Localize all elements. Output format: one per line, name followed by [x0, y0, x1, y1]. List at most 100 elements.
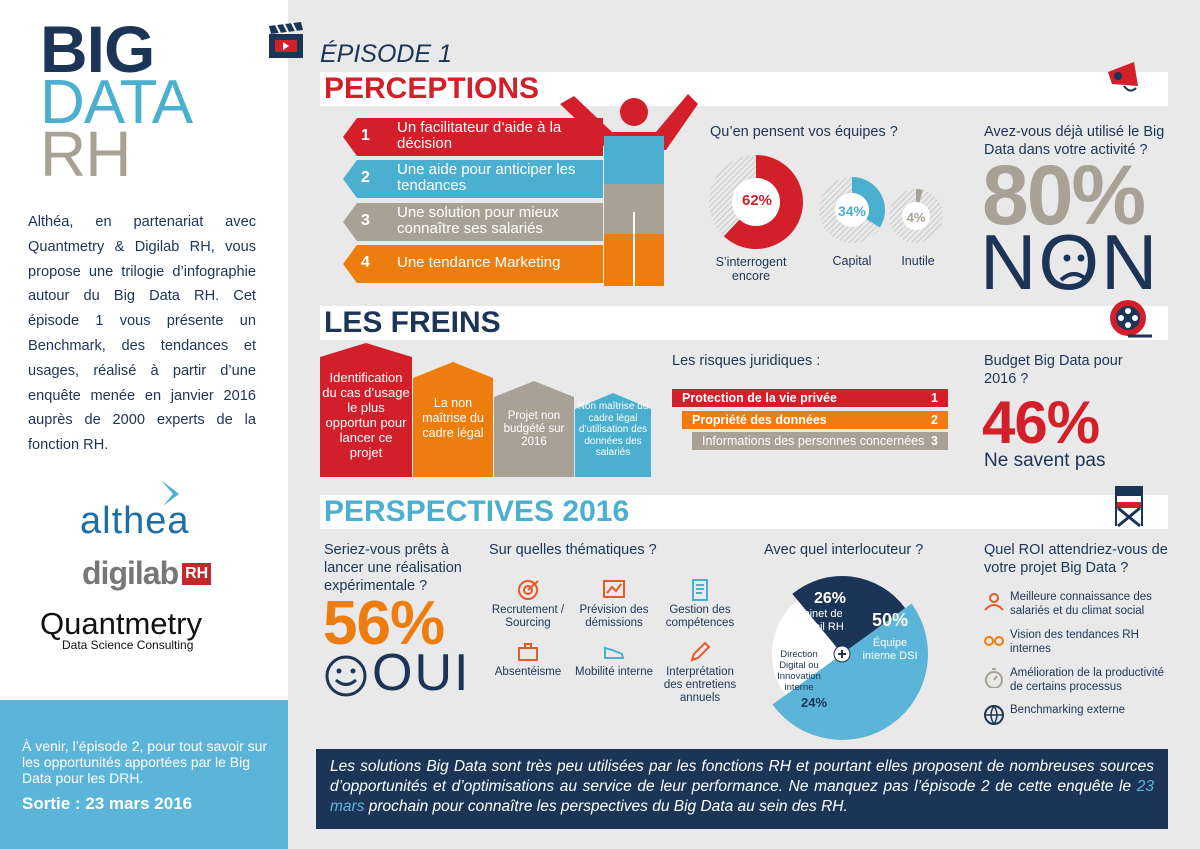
title-rh: RH: [40, 118, 131, 190]
contact-value-2: 50%: [871, 610, 909, 630]
episode-label: ÉPISODE 1: [320, 40, 452, 68]
freins-title: LES FREINS: [324, 306, 501, 339]
ready-answer: OUI: [372, 644, 471, 702]
intro-text: Althéa, en partenariat avec Quantmetry &…: [28, 214, 256, 454]
teams-value-1: 62%: [741, 192, 773, 209]
perceptions-title: PERCEPTIONS: [324, 72, 540, 105]
frein-house-3: [494, 381, 574, 477]
used-question: Avez-vous déjà utilisé le Big Data dans …: [984, 124, 1165, 158]
quote-part2: prochain pour connaître les perspectives…: [364, 798, 848, 815]
risk-2-label: Propriété des données: [692, 413, 827, 427]
perception-item-4: 4 Une tendance Marketing: [343, 245, 603, 283]
plus-icon: [838, 650, 846, 658]
themes-question: Sur quelles thématiques ?: [489, 542, 657, 558]
contact-label-2: Équipe interne DSI: [862, 637, 918, 662]
megaphone-icon: [1108, 62, 1138, 92]
roi-item-3: Amélioration de la productivité de certa…: [982, 666, 1172, 694]
roi-label: Amélioration de la productivité de certa…: [1010, 667, 1165, 693]
donut-4-arc: [916, 189, 923, 203]
used-answer: NON: [980, 218, 1160, 306]
roi-label: Benchmarking externe: [1010, 704, 1126, 716]
ready-question: Seriez-vous prêts à lancer une réalisati…: [324, 542, 462, 594]
roi-label: Vision des tendances RH internes: [1010, 629, 1139, 655]
risk-3: Informations des personnes concernées 3: [692, 432, 948, 450]
quote-part1: Les solutions Big Data sont très peu uti…: [330, 758, 1154, 795]
donut-62-arc: [723, 155, 803, 249]
perception-num: 2: [361, 169, 370, 186]
frein-house-2-label: La non maîtrise du cadre légal: [422, 396, 484, 440]
used-value: 80%: [982, 148, 1146, 242]
target-icon: [518, 580, 539, 600]
budget-question: Budget Big Data pour 2016 ?: [984, 353, 1123, 387]
contact-value-1: 26%: [813, 590, 847, 607]
perspectives-title: PERSPECTIVES 2016: [324, 495, 630, 528]
roi-label: Meilleure connaissance des salariés et d…: [1010, 591, 1152, 617]
risk-2: Propriété des données 2: [682, 411, 948, 429]
contact-label-1: Cabinet de Conseil RH: [788, 608, 844, 633]
director-chair-icon: [1115, 486, 1143, 528]
theme-item-1: Recrutement / Sourcing: [486, 578, 570, 630]
perception-label: Une solution pour mieux connaître ses sa…: [397, 204, 559, 237]
coming-text: À venir, l’épisode 2, pour tout savoir s…: [22, 738, 268, 786]
teams-label-2: Capital: [832, 254, 872, 268]
globe-icon: [984, 705, 1004, 725]
title-big: BIG: [40, 12, 155, 86]
perception-item-2: 2 Une aide pour anticiper les tendances: [343, 160, 603, 198]
theme-label: Mobilité interne: [575, 666, 653, 678]
sad-face-icon: [1059, 254, 1089, 282]
shoe-icon: [604, 646, 625, 659]
freins-bar: LES FREINS: [320, 306, 1168, 340]
contact-value-3: 24%: [800, 695, 828, 710]
donut-34-arc: [852, 177, 885, 228]
contact-pie: [772, 576, 928, 740]
teams-label-1: S’interrogent encore: [715, 255, 787, 283]
title-data: DATA: [40, 68, 193, 137]
risk-3-num: 3: [931, 434, 938, 448]
risks-question: Les risques juridiques :: [672, 353, 821, 369]
budget-value: 46%: [982, 389, 1100, 456]
logo-digilab: digilab RH: [82, 555, 212, 592]
theme-label: Gestion des compétences: [665, 604, 735, 629]
frein-house-2: [413, 362, 493, 477]
perception-label: Un facilitateur d’aide à la décision: [397, 119, 562, 152]
release-date: Sortie : 23 mars 2016: [22, 794, 193, 813]
film-reel-icon: [1110, 300, 1152, 338]
roi-item-2: Vision des tendances RH internes: [982, 628, 1172, 656]
theme-label: Recrutement / Sourcing: [491, 604, 565, 629]
theme-item-6: Interprétation des entretiens annuels: [658, 640, 742, 705]
theme-item-2: Prévision des démissions: [572, 578, 656, 630]
perception-item-1: 1 Un facilitateur d’aide à la décision: [343, 118, 603, 156]
contact-question: Avec quel interlocuteur ?: [764, 542, 924, 558]
perception-num: 1: [361, 127, 370, 144]
teams-value-3: 4%: [906, 210, 926, 225]
document-icon: [692, 579, 708, 601]
frein-house-1: [320, 343, 412, 477]
perception-label: Une tendance Marketing: [397, 254, 561, 271]
roi-item-1: Meilleure connaissance des salariés et d…: [982, 590, 1172, 618]
teams-label-3: Inutile: [901, 254, 935, 268]
perspectives-bar: PERSPECTIVES 2016: [320, 495, 1168, 529]
theme-item-4: Absentéisme: [486, 640, 570, 679]
logo-digilab-text: digilab: [82, 555, 179, 591]
risk-1-num: 1: [931, 391, 938, 405]
logo-althea: althea: [80, 500, 190, 542]
perception-num: 3: [361, 212, 370, 229]
althea-chevron-icon: [161, 480, 179, 506]
risk-1-label: Protection de la vie privée: [682, 391, 837, 405]
logo-quantmetry: Quantmetry: [40, 606, 202, 641]
perception-item-3: 3 Une solution pour mieux connaître ses s…: [343, 203, 603, 241]
perception-label: Une aide pour anticiper les tendances: [397, 161, 576, 194]
risk-2-num: 2: [931, 413, 938, 427]
stopwatch-icon: [985, 668, 1003, 688]
theme-label: Interprétation des entretiens annuels: [663, 666, 737, 704]
budget-label: Ne savent pas: [984, 450, 1106, 471]
clapperboard-icon: [269, 22, 303, 58]
roi-question: Quel ROI attendriez-vous de votre projet…: [984, 542, 1168, 576]
frein-house-4: [575, 393, 651, 477]
theme-label: Absentéisme: [494, 666, 562, 678]
teams-donuts: [709, 155, 943, 249]
closing-quote: Les solutions Big Data sont très peu uti…: [316, 749, 1168, 829]
teams-value-2: 34%: [837, 203, 867, 219]
briefcase-icon: [518, 643, 538, 661]
pencil-icon: [690, 641, 711, 662]
